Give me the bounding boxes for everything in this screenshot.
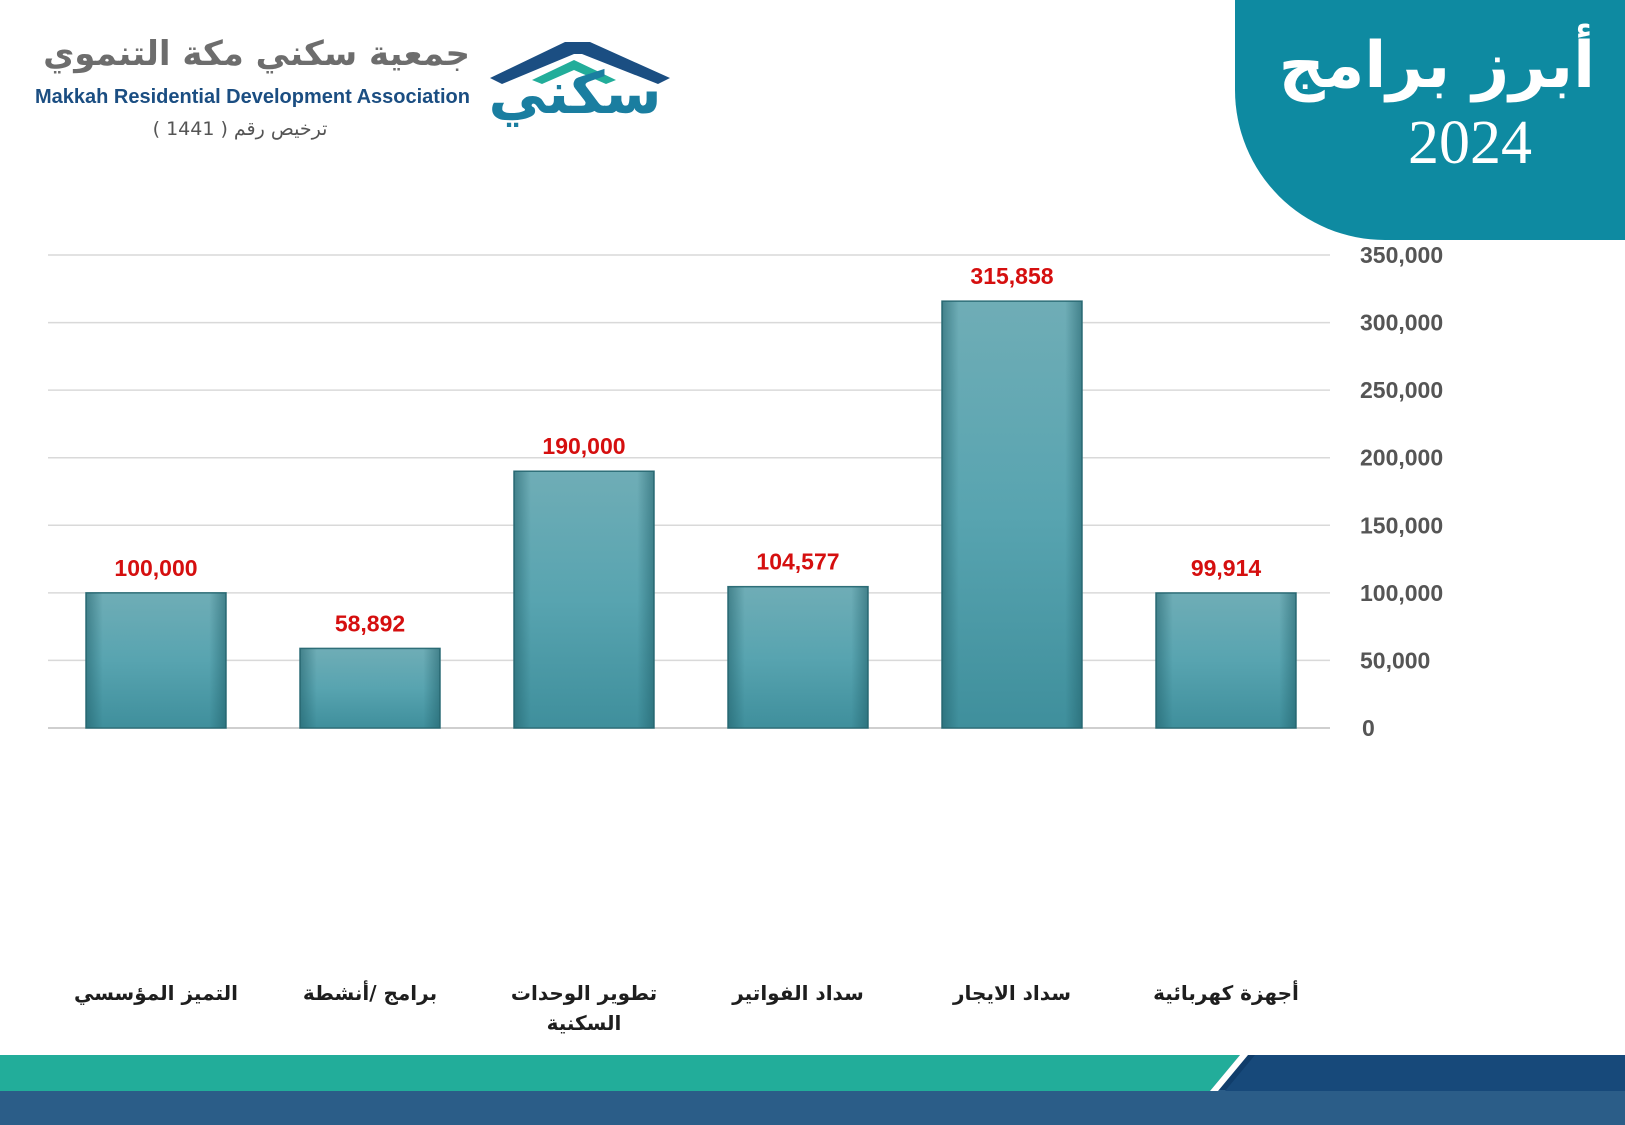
logo-wordmark: سكني [488, 59, 662, 127]
y-tick-label: 300,000 [1360, 310, 1443, 336]
y-tick-label: 150,000 [1360, 512, 1443, 538]
bar [1155, 592, 1297, 729]
y-tick-label: 200,000 [1360, 445, 1443, 471]
bar [727, 585, 869, 729]
bar-value-label: 190,000 [542, 433, 625, 459]
grid-lines [48, 254, 1330, 729]
bar-value-label: 104,577 [756, 549, 839, 575]
y-tick-label: 350,000 [1360, 242, 1443, 268]
bar [85, 592, 227, 729]
license-number: ترخيص رقم ( 1441 ) [152, 118, 328, 140]
bars [85, 300, 1297, 729]
house-roof-logo-icon [490, 42, 670, 84]
title-banner: أبرز برامج 2024 [1235, 0, 1625, 240]
x-tick-label: التميز المؤسسي [73, 981, 239, 1005]
x-tick-label: أجهزة كهربائية [1153, 981, 1299, 1005]
bar-value-label: 58,892 [335, 610, 405, 636]
x-tick-label: تطوير الوحدات السكنية [510, 981, 658, 1035]
y-axis: 0 50,000 100,000 150,000 200,000 250,000 300,0… [1360, 242, 1443, 741]
page-title: أبرز برامج [1278, 29, 1595, 103]
org-name-arabic: جمعية سكني مكة التنموي [43, 34, 470, 74]
x-tick-label: سداد الايجار [953, 981, 1071, 1005]
bar-chart: 0 50,000 100,000 150,000 200,000 250,000 300,0… [48, 242, 1443, 741]
y-tick-label: 250,000 [1360, 377, 1443, 403]
bar-value-label: 315,858 [970, 263, 1053, 289]
bar-value-label: 99,914 [1191, 555, 1262, 581]
x-tick-label: سداد الفواتير [732, 981, 864, 1005]
y-tick-label: 50,000 [1360, 647, 1430, 673]
y-tick-label: 0 [1362, 715, 1375, 741]
x-tick-label: برامج /أنشطة [302, 981, 438, 1005]
page-title-year: 2024 [1408, 109, 1532, 177]
bar [941, 300, 1083, 729]
bar [513, 470, 655, 729]
bar [299, 647, 441, 729]
value-labels: 100,000 58,892 190,000 104,577 315,858 99,914 [114, 263, 1261, 636]
y-tick-label: 100,000 [1360, 580, 1443, 606]
org-name-english: Makkah Residential Development Associati… [35, 86, 470, 108]
footer-decorative-band [0, 1055, 1625, 1125]
bar-value-label: 100,000 [114, 555, 197, 581]
